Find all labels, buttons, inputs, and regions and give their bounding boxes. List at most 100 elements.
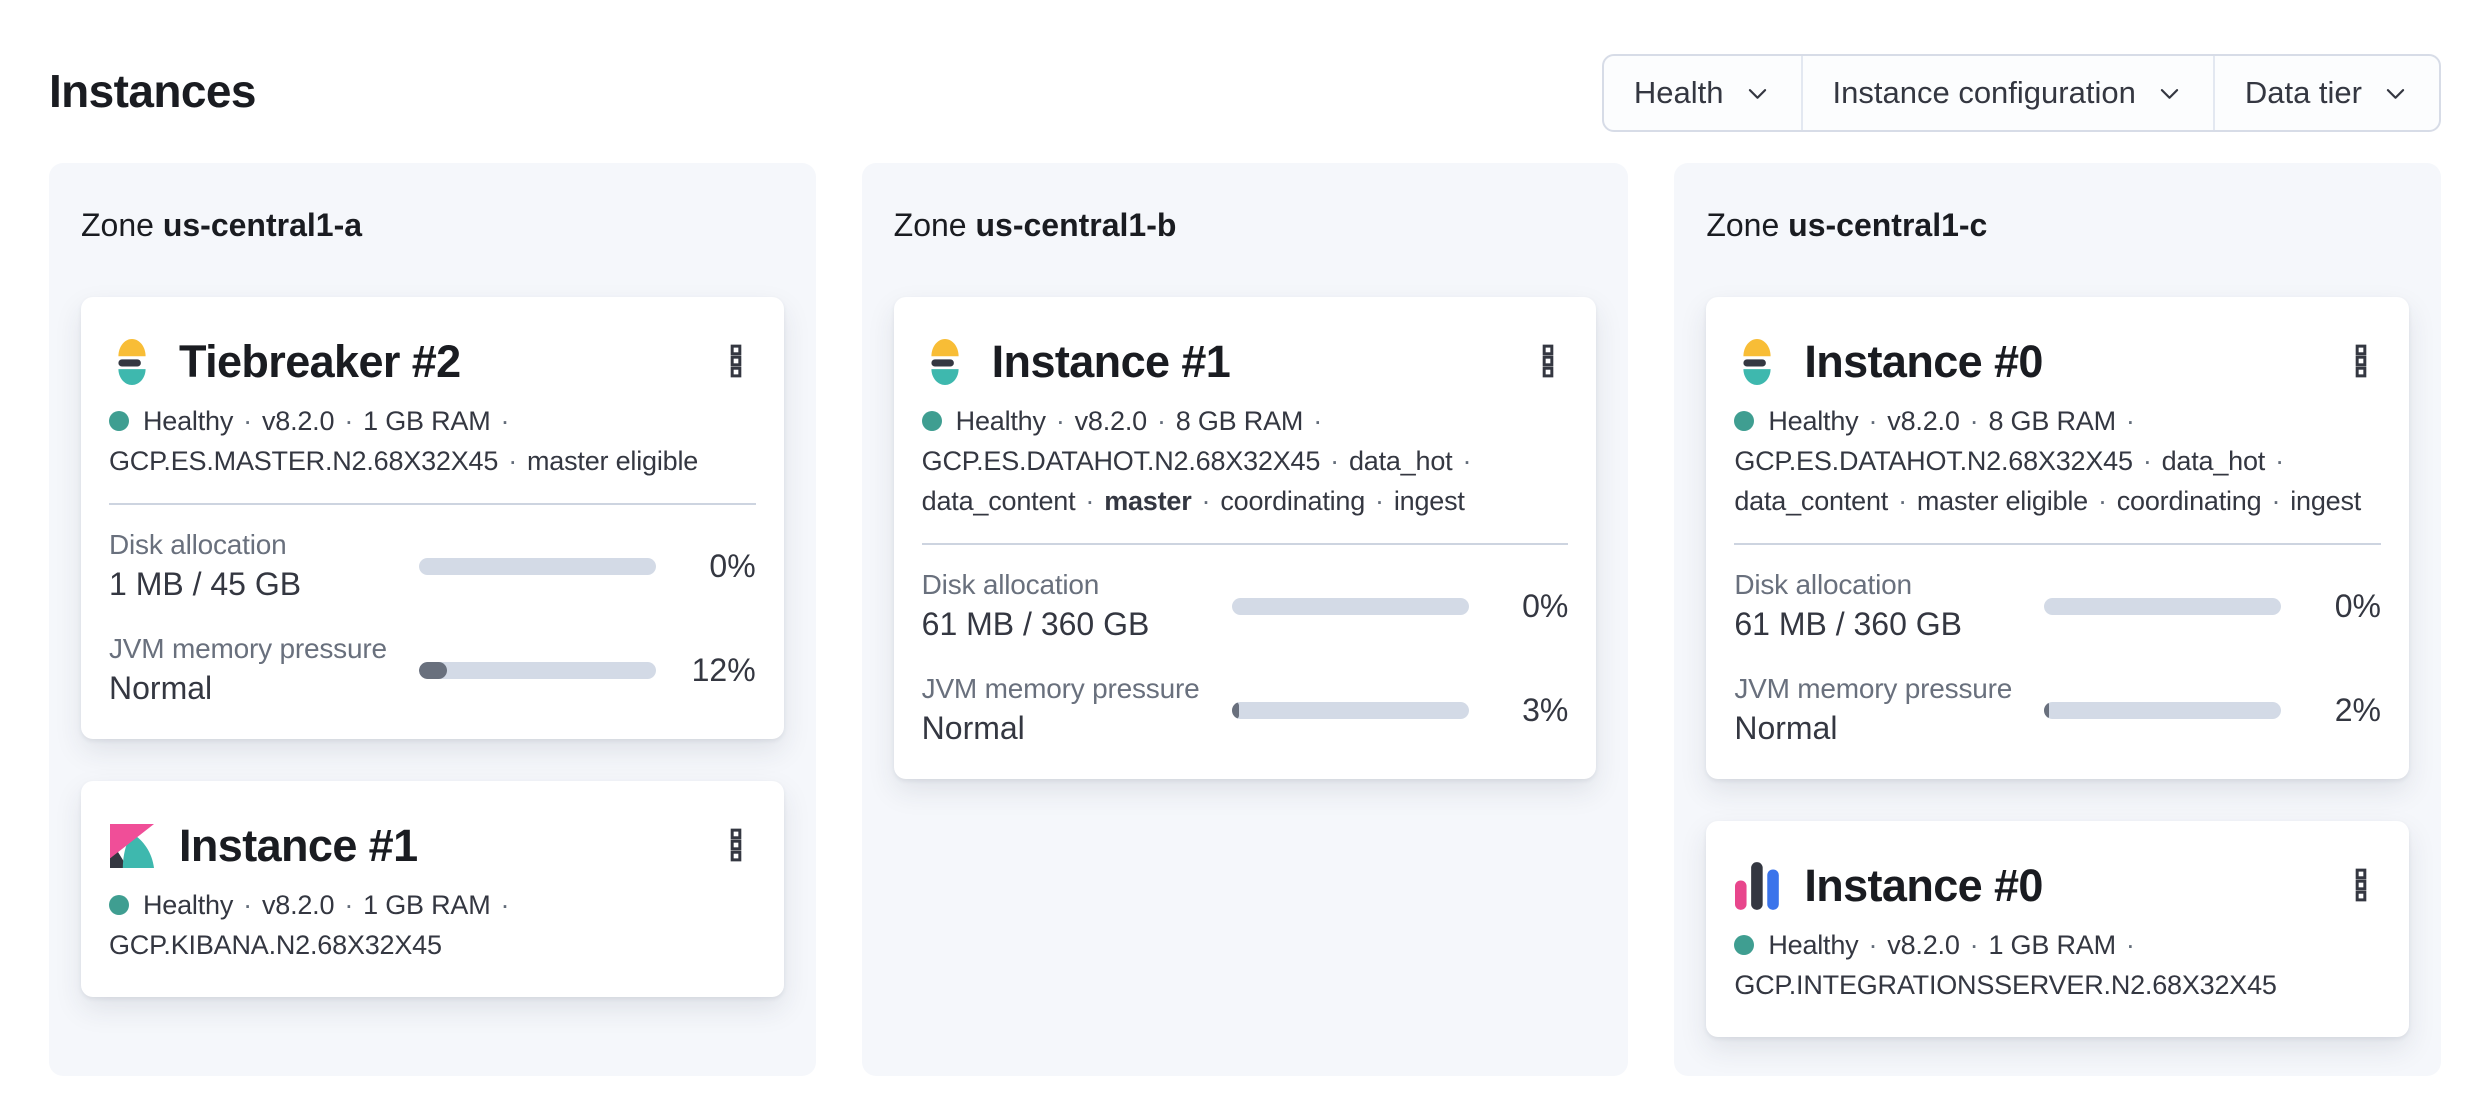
card-divider (921, 543, 1569, 545)
metric-value: Normal (921, 710, 1025, 746)
meta-line: Healthy · v8.2.0 · 8 GB RAM · (1734, 401, 2381, 441)
dot-separator: · (1868, 406, 1878, 436)
instance-card-instance-1-us-central1-a: Instance #1 Healthy · v8.2.0 · 1 GB RAM · GCP.K… (81, 781, 784, 997)
meta-item: v8.2.0 (261, 406, 335, 436)
meta-item: Healthy (1768, 406, 1859, 436)
dot-separator: · (2275, 446, 2284, 476)
dot-separator: · (1868, 930, 1878, 960)
instance-menu-button[interactable] (2341, 863, 2381, 909)
metric-jvm-memory-pressure: JVM memory pressure Normal 2% (1734, 673, 2381, 747)
dot-separator: · (2125, 406, 2135, 436)
zone-panel-us-central1-b: Zone us-central1-b Instance #1 Healthy · v8.… (861, 163, 1629, 1076)
instance-title: Instance #0 (1804, 860, 2043, 911)
instance-card-instance-0-us-central1-c: Instance #0 Healthy · v8.2.0 · 1 GB RAM · GCP.I… (1706, 821, 2409, 1037)
health-status-dot (109, 895, 129, 915)
zone-label: Zone (1706, 207, 1789, 243)
instance-menu-button[interactable] (2341, 339, 2381, 385)
zone-label: Zone (893, 207, 976, 243)
instance-menu-button[interactable] (1528, 339, 1568, 385)
metric-jvm-memory-pressure: JVM memory pressure Normal 3% (922, 673, 1569, 747)
filter-label: Health (1633, 75, 1724, 110)
meta-line: Healthy · v8.2.0 · 8 GB RAM · (921, 401, 1569, 441)
boxes-vertical-icon (719, 828, 753, 865)
dot-separator: · (2125, 930, 2135, 960)
filter-label: Instance configuration (1832, 75, 2136, 110)
instance-title: Tiebreaker #2 (179, 336, 461, 387)
meta-line: data_content · master · coordinating · ingest (922, 481, 1569, 521)
dot-separator: · (1969, 930, 1979, 960)
meta-item: 8 GB RAM (1988, 406, 2116, 436)
dot-separator: · (344, 890, 354, 920)
metric-value: Normal (109, 670, 213, 706)
metric-progress-bar (1231, 597, 1469, 615)
meta-item: GCP.KIBANA.N2.68X32X45 (109, 930, 442, 960)
metric-percent: 3% (1522, 691, 1569, 728)
instance-card-instance-1-us-central1-b: Instance #1 Healthy · v8.2.0 · 8 GB RAM · GCP.E… (893, 297, 1597, 779)
dot-separator: · (500, 890, 510, 920)
zone-name: us-central1-a (162, 207, 363, 243)
instance-menu-button[interactable] (716, 339, 756, 385)
meta-item: 1 GB RAM (363, 406, 491, 436)
metric-value: 61 MB / 360 GB (1734, 606, 1962, 642)
filter-button-instance-configuration[interactable]: Instance configuration (1800, 56, 2213, 130)
metric-text: JVM memory pressure Normal (922, 673, 1232, 747)
dot-separator: · (1330, 446, 1339, 476)
meta-item: v8.2.0 (1887, 406, 1960, 436)
meta-item: Healthy (143, 406, 234, 436)
chevron-down-icon (2382, 80, 2409, 107)
elasticsearch-logo-icon (109, 337, 155, 387)
instance-title: Instance #1 (991, 336, 1231, 387)
dot-separator: · (500, 406, 510, 436)
dot-separator: · (243, 890, 252, 920)
metric-percent: 0% (1522, 587, 1569, 624)
filter-button-health[interactable]: Health (1604, 56, 1801, 130)
health-status-dot (921, 411, 942, 431)
instance-meta: Healthy · v8.2.0 · 8 GB RAM · GCP.ES.DATAHOT.N… (1734, 401, 2381, 521)
zone-panel-us-central1-c: Zone us-central1-c Instance #0 Healthy · v8.… (1674, 163, 2441, 1076)
zone-panel-us-central1-a: Zone us-central1-a Tiebreaker #2 Healthy · v… (49, 163, 816, 1076)
integrations-server-logo-icon (1734, 861, 1780, 911)
meta-item: Healthy (143, 890, 234, 920)
meta-item: Healthy (955, 406, 1046, 436)
card-header: Instance #0 (1734, 337, 2381, 387)
meta-item: 8 GB RAM (1175, 406, 1304, 436)
instance-meta: Healthy · v8.2.0 · 8 GB RAM · GCP.ES.DATAHOT.N… (921, 401, 1569, 521)
metric-label: JVM memory pressure (921, 673, 1200, 704)
meta-item: GCP.ES.MASTER.N2.68X32X45 (109, 446, 499, 476)
filter-button-data-tier[interactable]: Data tier (2212, 56, 2439, 130)
filter-group: Health Instance configuration Data tier (1601, 54, 2441, 132)
boxes-vertical-icon (2344, 868, 2378, 905)
elasticsearch-logo-icon (1734, 337, 1780, 387)
meta-item: coordinating (1220, 486, 1366, 516)
metric-label: JVM memory pressure (1734, 673, 2013, 704)
metrics-section: Disk allocation 61 MB / 360 GB 0% JVM memor… (1734, 569, 2381, 747)
dot-separator: · (1375, 486, 1384, 516)
zone-title: Zone us-central1-c (1706, 205, 2409, 245)
metric-percent: 0% (2334, 587, 2381, 624)
dot-separator: · (1085, 486, 1095, 516)
metric-jvm-memory-pressure: JVM memory pressure Normal 12% (109, 633, 756, 707)
meta-line: Healthy · v8.2.0 · 1 GB RAM · (109, 401, 756, 441)
meta-item: data_hot (2161, 446, 2266, 476)
dot-separator: · (2097, 486, 2107, 516)
instance-meta: Healthy · v8.2.0 · 1 GB RAM · GCP.KIBANA.N2.68… (109, 885, 756, 965)
meta-line: GCP.KIBANA.N2.68X32X45 (109, 925, 756, 965)
zones-grid: Zone us-central1-a Tiebreaker #2 Healthy · v… (49, 163, 2441, 1076)
meta-item: 1 GB RAM (1988, 930, 2116, 960)
dot-separator: · (243, 406, 252, 436)
instance-menu-button[interactable] (716, 823, 756, 869)
meta-item: Healthy (1768, 930, 1859, 960)
metric-disk-allocation: Disk allocation 1 MB / 45 GB 0% (109, 529, 756, 603)
metric-progress-bar (1231, 701, 1469, 719)
health-status-dot (109, 411, 129, 431)
metric-label: JVM memory pressure (109, 633, 387, 664)
elasticsearch-logo-icon (922, 337, 968, 387)
meta-item: master eligible (1916, 486, 2088, 516)
metric-text: JVM memory pressure Normal (109, 633, 419, 707)
metric-value: Normal (1734, 710, 1838, 746)
zone-title: Zone us-central1-a (81, 205, 784, 245)
meta-item: master (1104, 486, 1192, 516)
meta-item: data_content (1734, 486, 1889, 516)
zone-name: us-central1-c (1788, 207, 1988, 243)
meta-line: Healthy · v8.2.0 · 1 GB RAM · (1734, 925, 2381, 965)
